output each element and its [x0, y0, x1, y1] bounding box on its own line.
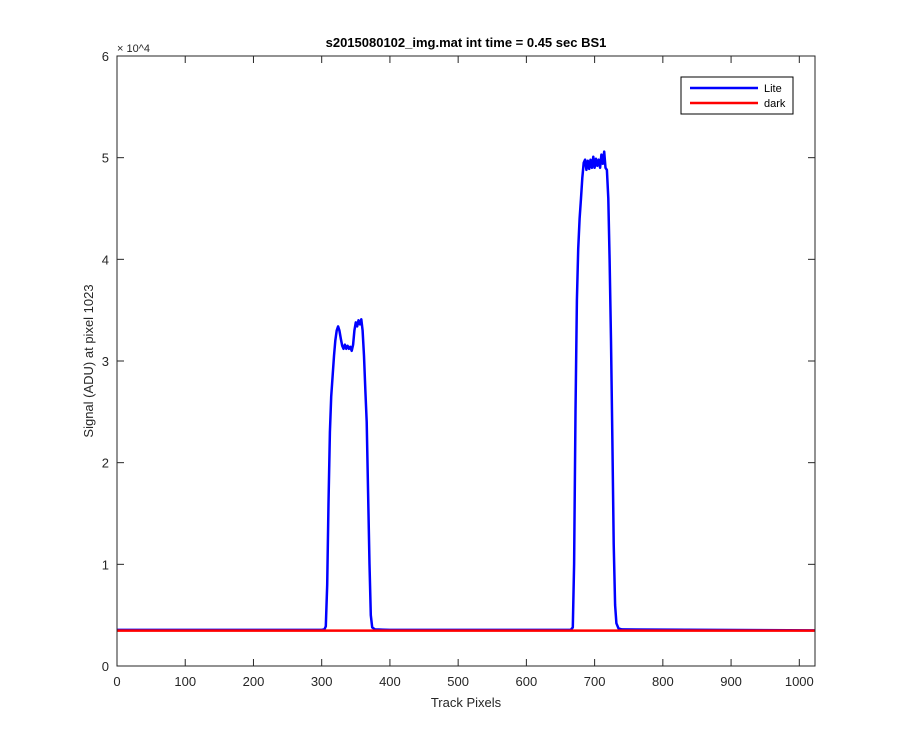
y-tick-label: 4 [102, 252, 109, 267]
series-layer [117, 150, 816, 632]
y-exponent-label: × 10^4 [117, 43, 150, 55]
x-axis-label: Track Pixels [431, 695, 502, 710]
y-tick-label: 0 [102, 659, 109, 674]
y-tick-label: 5 [102, 151, 109, 166]
y-tick-label: 2 [102, 456, 109, 471]
y-axis-label: Signal (ADU) at pixel 1023 [81, 284, 96, 437]
x-tick-label: 700 [584, 674, 606, 689]
chart-title: s2015080102_img.mat int time = 0.45 sec … [326, 35, 607, 50]
x-tick-label: 600 [516, 674, 538, 689]
y-tick-label: 3 [102, 354, 109, 369]
x-tick-label: 0 [113, 674, 120, 689]
y-axis-ticks: 0 1 2 3 4 5 6 [102, 49, 815, 674]
legend-label-lite: Lite [764, 83, 782, 95]
x-tick-label: 400 [379, 674, 401, 689]
x-tick-label: 100 [174, 674, 196, 689]
plot-area [117, 56, 815, 666]
y-tick-label: 6 [102, 49, 109, 64]
y-tick-label: 1 [102, 557, 109, 572]
x-tick-label: 1000 [785, 674, 814, 689]
x-tick-label: 300 [311, 674, 333, 689]
x-tick-label: 500 [447, 674, 469, 689]
x-axis-ticks: 0 100 200 300 400 500 600 700 800 900 1000 [113, 56, 814, 689]
legend-label-dark: dark [764, 98, 786, 110]
legend-box [680, 76, 794, 115]
x-tick-label: 900 [720, 674, 742, 689]
x-tick-label: 200 [243, 674, 265, 689]
x-tick-label: 800 [652, 674, 674, 689]
legend: Lite dark [680, 76, 794, 115]
